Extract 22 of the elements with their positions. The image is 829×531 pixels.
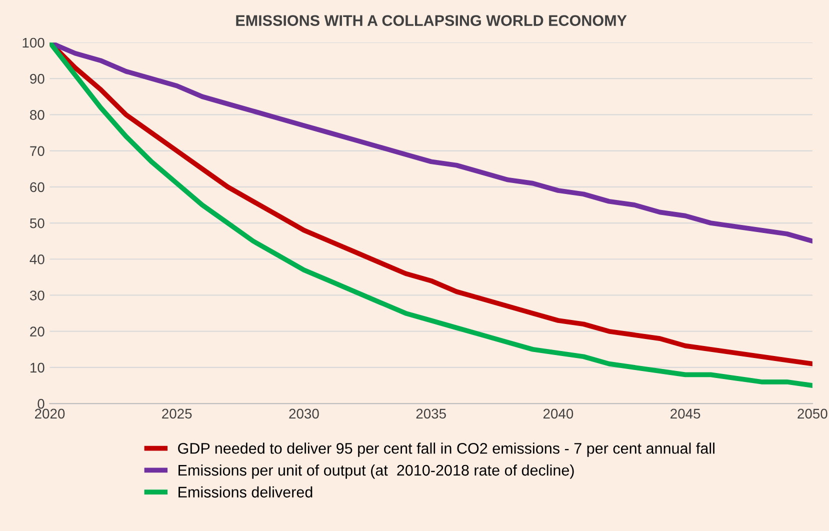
x-tick-label: 2050	[798, 408, 828, 419]
y-tick-label: 70	[30, 146, 44, 156]
x-tick-label: 2040	[543, 408, 574, 419]
chart-title: EMISSIONS WITH A COLLAPSING WORLD ECONOMY	[236, 15, 627, 26]
y-tick-label: 0	[38, 398, 44, 409]
y-tick-label: 60	[30, 182, 44, 192]
legend-label: Emissions per unit of output (at 2010-2018 rate of decline)	[178, 464, 574, 479]
legend-label: Emissions delivered	[178, 486, 312, 498]
y-tick-label: 50	[30, 218, 44, 228]
y-tick-label: 90	[30, 74, 44, 84]
y-tick-label: 20	[30, 326, 44, 337]
y-tick-label: 30	[30, 290, 44, 300]
legend-label: GDP needed to deliver 95 per cent fall in CO2 emissions - 7 per cent annual fall	[178, 442, 714, 457]
x-tick-label: 2030	[289, 408, 319, 419]
x-tick-label: 2035	[416, 408, 446, 419]
y-tick-label: 100	[22, 38, 44, 48]
x-tick-label: 2020	[34, 408, 65, 419]
y-tick-label: 40	[30, 254, 44, 264]
x-tick-label: 2045	[670, 408, 700, 419]
x-tick-label: 2025	[162, 408, 192, 419]
y-tick-label: 80	[30, 110, 44, 120]
y-tick-label: 10	[30, 362, 44, 373]
